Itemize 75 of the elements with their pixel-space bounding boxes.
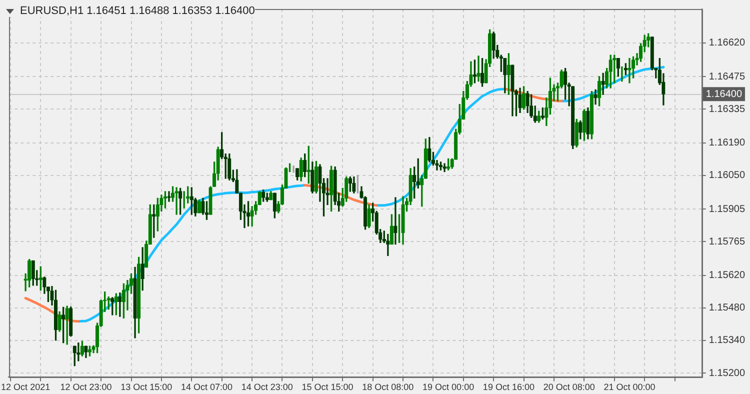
x-tick-label: 19 Oct 00:00 [422, 382, 474, 392]
candlestick [178, 188, 182, 215]
candlestick [174, 187, 178, 215]
y-tick-label: 1.16050 [708, 170, 746, 182]
candlestick [84, 346, 88, 358]
candlestick [510, 64, 514, 116]
x-tick-label: 20 Oct 08:00 [543, 382, 595, 392]
candlestick [88, 346, 92, 356]
candlestick [228, 153, 232, 180]
chart-title: EURUSD,H1 1.16451 1.16488 1.16353 1.16400 [20, 5, 255, 17]
y-tick-label: 1.15905 [708, 204, 746, 215]
candlestick [61, 306, 66, 344]
candlestick [110, 297, 114, 316]
candlestick [386, 234, 390, 256]
candlestick [650, 36, 654, 70]
x-tick-label: 15 Oct 15:00 [302, 382, 354, 392]
candlestick [197, 200, 202, 214]
candlestick [476, 56, 480, 82]
candlestick [329, 166, 334, 212]
candlestick [442, 163, 446, 172]
y-tick-label: 1.16190 [708, 138, 746, 149]
x-tick-label: 21 Oct 00:00 [604, 382, 656, 392]
y-tick-label: 1.15200 [708, 368, 746, 379]
candlestick [571, 86, 575, 150]
x-tick-label: 19 Oct 16:00 [482, 382, 534, 392]
candlestick [394, 197, 398, 245]
x-tick-label: 14 Oct 07:00 [180, 382, 233, 392]
candlestick [31, 260, 35, 286]
candlestick [590, 90, 594, 140]
candlestick [118, 292, 122, 317]
ref-line-label: 1.16400 [706, 88, 742, 100]
candlestick [65, 306, 69, 345]
candlestick [58, 311, 62, 332]
candlestick [122, 283, 126, 318]
x-tick-label: 13 Oct 15:00 [120, 382, 172, 392]
candlestick [586, 107, 590, 140]
y-tick-label: 1.15480 [708, 302, 746, 314]
y-tick-label: 1.16475 [708, 71, 746, 82]
candlestick [594, 89, 598, 105]
candlestick [503, 58, 507, 94]
candlestick [367, 204, 371, 228]
y-tick-label: 1.15765 [708, 236, 746, 248]
candlestick [314, 160, 318, 194]
candlestick [246, 201, 250, 226]
candlestick [235, 169, 239, 194]
y-tick-label: 1.15340 [708, 335, 746, 346]
candlestick [69, 306, 73, 337]
candlestick [42, 276, 46, 294]
candlestick [574, 118, 578, 148]
candlestick [601, 72, 605, 95]
candlestick [208, 186, 212, 215]
x-tick-label: 18 Oct 08:00 [362, 382, 414, 392]
candlestick [303, 153, 307, 178]
candlestick [506, 53, 511, 95]
candlestick [578, 120, 582, 140]
candlestick [80, 340, 84, 356]
candlestick [401, 196, 405, 245]
y-tick-label: 1.16335 [708, 104, 746, 115]
candlestick [628, 58, 632, 84]
candlestick [310, 162, 314, 194]
x-tick-label: 14 Oct 23:00 [241, 382, 293, 392]
candlestick [438, 162, 443, 170]
candlestick [356, 174, 359, 194]
x-tick-label: 12 Oct 2021 [1, 382, 50, 392]
candlestick [54, 290, 58, 341]
candlestick [136, 256, 141, 334]
candlestick [133, 266, 137, 338]
candlestick [582, 109, 586, 141]
y-tick-label: 1.15620 [708, 270, 746, 282]
candlestick [167, 191, 171, 202]
candlestick [352, 176, 356, 194]
x-tick-label: 12 Oct 23:00 [60, 382, 112, 392]
candlestick [518, 88, 522, 114]
candlestick [428, 136, 432, 162]
y-tick-label: 1.16620 [708, 38, 746, 49]
